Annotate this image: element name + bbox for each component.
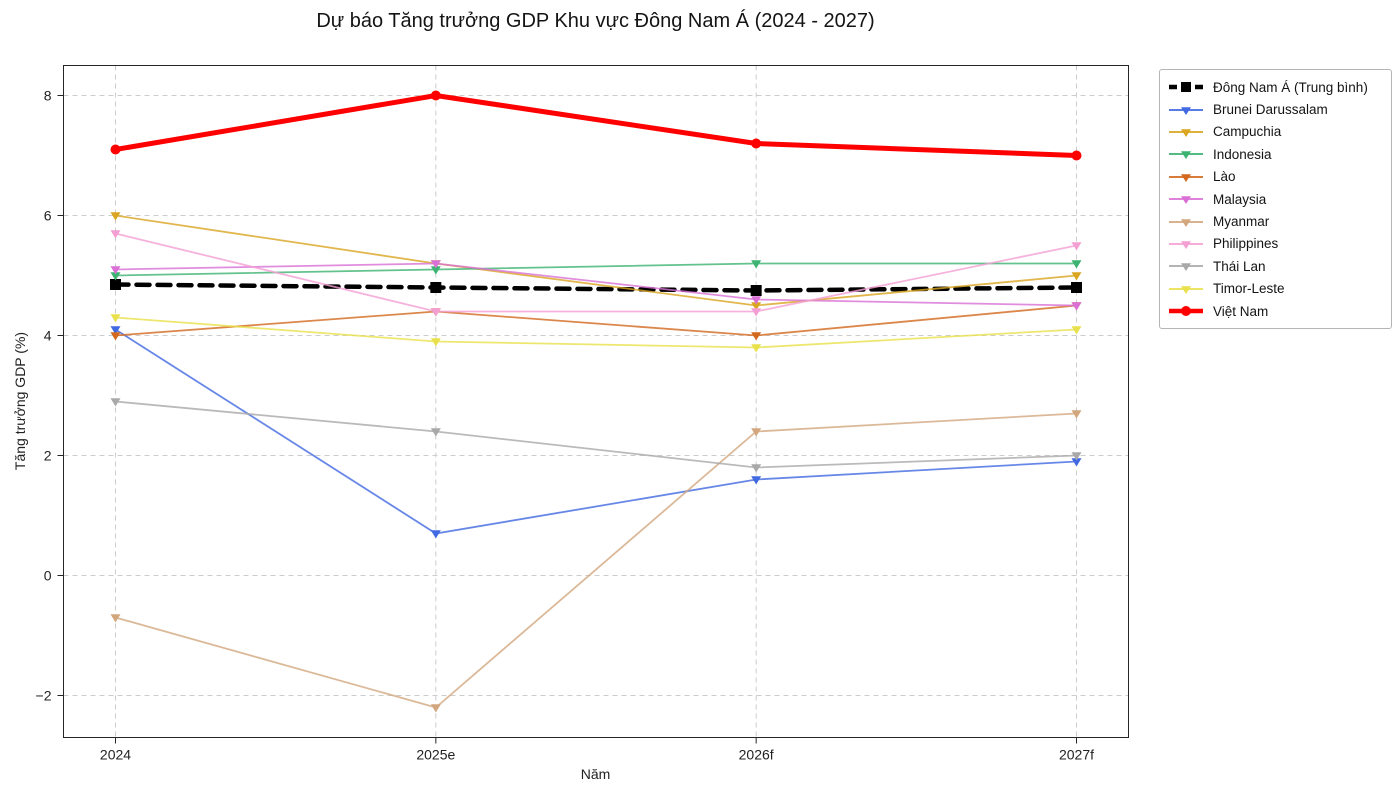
legend-marker-icon (1169, 263, 1203, 272)
legend-label: Việt Nam (1213, 303, 1269, 319)
chart-series (110, 90, 1082, 161)
chart-series (110, 260, 1082, 281)
legend-item: Thái Lan (1168, 255, 1383, 277)
legend-marker-icon (1169, 82, 1203, 93)
svg-text:2027f: 2027f (1059, 747, 1094, 763)
chart-series (110, 260, 1082, 311)
svg-text:0: 0 (44, 568, 52, 584)
legend-marker-icon (1169, 129, 1203, 137)
chart-series (110, 326, 1082, 539)
svg-text:−2: −2 (36, 688, 52, 704)
legend-marker-icon (1169, 106, 1203, 115)
gridlines (63, 65, 1129, 738)
tick-marks (57, 95, 1077, 744)
x-tick-labels: 2024 2025e 2026f 2027f (100, 747, 1094, 763)
chart-title: Dự báo Tăng trưởng GDP Khu vực Đông Nam … (316, 10, 875, 32)
chart-series (110, 212, 1082, 311)
legend-label: Brunei Darussalam (1213, 102, 1328, 118)
legend-marker-icon (1169, 306, 1203, 317)
legend-marker-icon (1169, 218, 1203, 227)
legend-item: Timor-Leste (1168, 278, 1383, 300)
y-axis-label: Tăng trưởng GDP (%) (12, 331, 28, 471)
legend-item: Việt Nam (1168, 300, 1383, 322)
legend-label: Malaysia (1213, 191, 1267, 207)
legend-item: Brunei Darussalam (1168, 98, 1383, 120)
legend-item: Indonesia (1168, 143, 1383, 165)
axes-border (63, 65, 1129, 738)
legend-item: Myanmar (1168, 210, 1383, 232)
chart-series (110, 279, 1082, 296)
chart-series (110, 314, 1082, 353)
svg-text:2: 2 (44, 448, 52, 464)
legend-marker-icon (1169, 241, 1203, 249)
chart-series (110, 230, 1082, 317)
legend-label: Timor-Leste (1213, 281, 1285, 297)
legend-label: Campuchia (1213, 124, 1282, 140)
legend-item: Campuchia (1168, 121, 1383, 143)
legend-label: Indonesia (1213, 146, 1272, 162)
svg-text:8: 8 (44, 88, 52, 104)
legend: Đông Nam Á (Trung bình) Brunei Darussalam… (1159, 69, 1392, 330)
legend-label: Thái Lan (1213, 258, 1266, 274)
y-tick-labels: 8 6 4 2 0 −2 (36, 88, 52, 704)
svg-text:4: 4 (44, 328, 52, 344)
svg-text:2026f: 2026f (739, 747, 774, 763)
legend-item: Lào (1168, 166, 1383, 188)
legend-item: Philippines (1168, 233, 1383, 255)
legend-marker-icon (1169, 285, 1203, 294)
legend-label: Myanmar (1213, 214, 1270, 230)
legend-marker-icon (1169, 196, 1203, 205)
svg-text:6: 6 (44, 208, 52, 224)
chart-series (110, 302, 1082, 341)
legend-item: Đông Nam Á (Trung bình) (1168, 76, 1383, 98)
legend-label: Lào (1213, 169, 1236, 185)
legend-label: Đông Nam Á (Trung bình) (1213, 79, 1368, 95)
legend-marker-icon (1169, 173, 1203, 182)
legend-item: Malaysia (1168, 188, 1383, 210)
legend-marker-icon (1169, 151, 1203, 160)
svg-text:2025e: 2025e (416, 747, 455, 763)
chart-series (110, 410, 1082, 713)
legend-label: Philippines (1213, 236, 1279, 252)
svg-text:2024: 2024 (100, 747, 131, 763)
chart-series (110, 398, 1082, 473)
x-axis-label: Năm (580, 766, 611, 782)
